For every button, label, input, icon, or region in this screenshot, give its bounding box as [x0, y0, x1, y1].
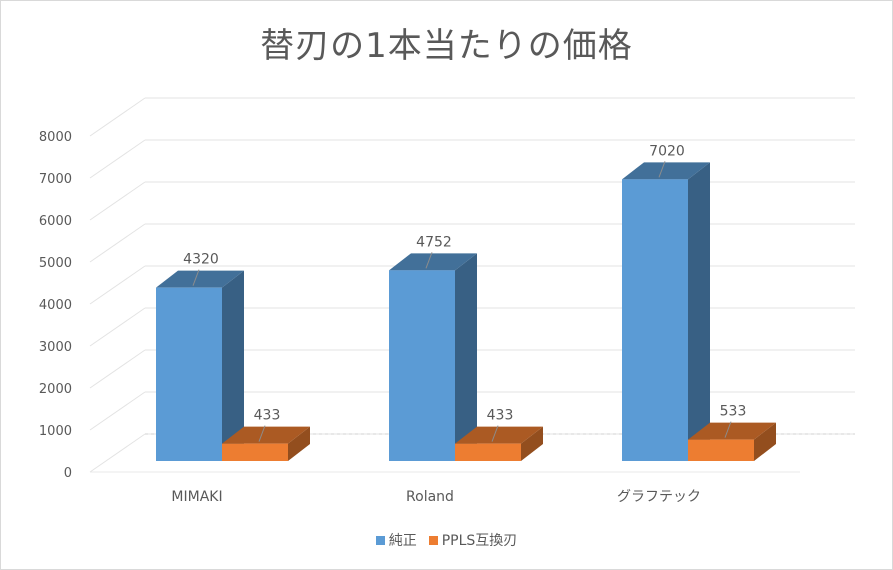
data-label: 533: [720, 404, 747, 420]
y-tick-label: 6000: [39, 214, 72, 229]
gridline-side: [89, 139, 146, 179]
legend-label-ppls: PPLS互換刃: [441, 533, 518, 549]
data-label-leader: [425, 252, 433, 269]
bar-ppls: [455, 443, 521, 461]
legend-swatch-genuine: [375, 535, 385, 545]
data-label-leader: [658, 161, 666, 178]
y-tick-label: 3000: [39, 340, 72, 355]
data-label-leader: [724, 421, 732, 438]
legend-item-ppls: PPLS互換刃: [428, 530, 518, 550]
y-tick-label: 2000: [39, 382, 72, 397]
bar-genuine-top: [389, 253, 477, 271]
x-tick-label: Roland: [406, 489, 454, 505]
bar-genuine-side: [222, 270, 244, 461]
x-tick-label: グラフテック: [617, 489, 701, 505]
chart-title: 替刃の1本当たりの価格: [260, 26, 633, 66]
bar-ppls-top: [688, 422, 776, 440]
bar-genuine-top: [156, 270, 244, 288]
bar-genuine-side: [688, 162, 710, 461]
data-label-leader: [258, 425, 266, 442]
y-tick-label: 8000: [39, 130, 72, 145]
gridline-side: [89, 265, 146, 305]
y-tick-label: 4000: [39, 298, 72, 313]
bar-genuine: [156, 287, 222, 461]
bar-genuine: [389, 270, 455, 461]
legend-label-genuine: 純正: [388, 533, 417, 549]
y-tick-label: 1000: [39, 424, 72, 439]
data-label: 4752: [416, 234, 452, 250]
data-label: 7020: [649, 143, 685, 159]
bar-ppls-side: [288, 426, 310, 461]
data-label-leader: [491, 425, 499, 442]
bar-genuine: [622, 179, 688, 461]
bar-ppls-top: [222, 426, 310, 444]
bar-ppls: [222, 443, 288, 461]
y-tick-label: 7000: [39, 172, 72, 187]
chart-legend: 純正 PPLS互換刃: [0, 530, 893, 550]
data-label-leader: [192, 269, 200, 286]
x-tick-label: MIMAKI: [171, 489, 222, 505]
gridline-side: [89, 391, 146, 431]
bar-ppls-side: [521, 426, 543, 461]
bar-ppls: [688, 439, 754, 461]
bar-ppls-top: [455, 426, 543, 444]
legend-swatch-ppls: [428, 535, 438, 545]
y-tick-label: 0: [64, 466, 72, 481]
y-tick-label: 5000: [39, 256, 72, 271]
gridline-side: [89, 181, 146, 221]
bar-ppls-side: [754, 422, 776, 461]
gridline-side: [89, 349, 146, 389]
gridline-side: [89, 433, 146, 473]
gridline-side: [89, 307, 146, 347]
bar-genuine-top: [622, 162, 710, 180]
data-label: 433: [254, 408, 281, 424]
bar-genuine-side: [455, 253, 477, 461]
data-label: 4320: [183, 252, 219, 268]
data-label: 433: [487, 408, 514, 424]
gridline-side: [89, 97, 146, 137]
gridline-side: [89, 223, 146, 263]
legend-item-genuine: 純正: [375, 530, 417, 550]
